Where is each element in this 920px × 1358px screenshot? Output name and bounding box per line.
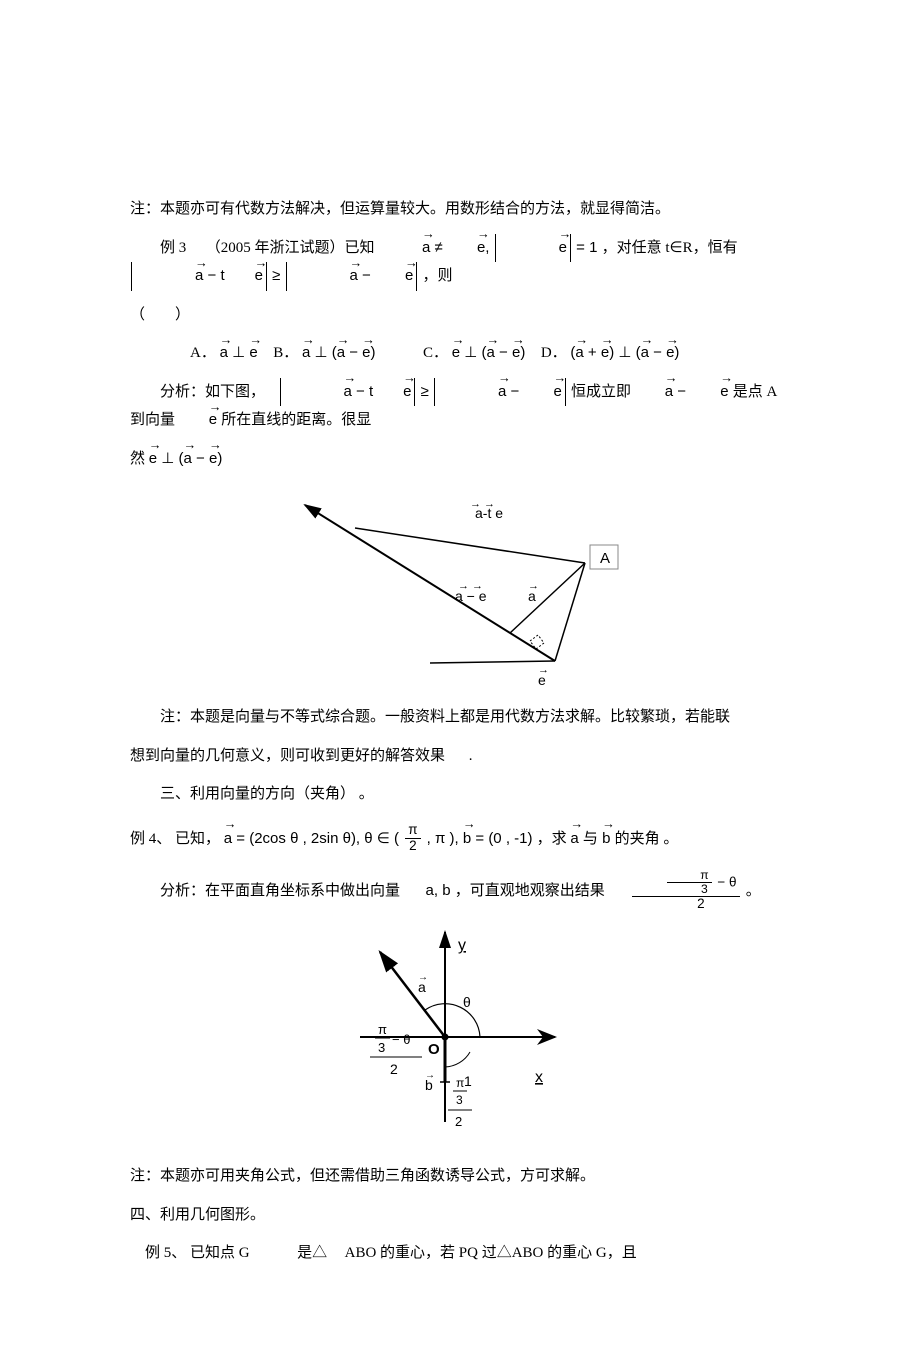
ex4-analysis: 分析：在平面直角坐标系中做出向量 a, b ，可直观地观察出结果 π3 − θ2… (130, 869, 790, 913)
d2-lbl-O: O (428, 1041, 440, 1058)
svg-text:→: → (418, 972, 428, 983)
ex4-ab: a 与 b (570, 830, 614, 847)
optB: a ⊥ (a − e) (302, 344, 376, 361)
ex4-a: a = (2cos θ , 2sin θ), (224, 830, 365, 847)
d1-lbl-A: A (600, 550, 610, 567)
section-3: 三、利用向量的方向（夹角） 。 (130, 780, 790, 809)
optA-prefix: A． (190, 345, 216, 361)
d2-lbl-theta: θ (463, 994, 471, 1010)
d2-lbl-y: y (458, 937, 466, 954)
ex5-label: 例 5、 (145, 1245, 186, 1261)
svg-text:2: 2 (390, 1061, 398, 1077)
d2-lbl-x: x (535, 1069, 543, 1086)
ex3-ana-l2-prefix: 然 (130, 451, 145, 467)
ex3-cond: a ≠ e, e = 1 (392, 239, 602, 256)
svg-text:π: π (456, 1076, 464, 1090)
diagram-1: A a-t e → → a − e → → a → e → (280, 483, 640, 693)
optC: e ⊥ (a − e) (452, 344, 526, 361)
ex3-ana-l2-math: e ⊥ (a − e) (149, 450, 223, 467)
svg-text:→: → (538, 664, 549, 676)
ex3-ana-tail2: 所在直线的距离。很显 (221, 412, 371, 428)
ex3-analysis-l2: 然 e ⊥ (a − e) (130, 445, 790, 474)
svg-text:→: → (425, 1070, 435, 1081)
example-4: 例 4、 已知， a = (2cos θ , 2sin θ), θ ∈ ( π2… (130, 819, 790, 859)
section-4: 四、利用几何图形。 (130, 1201, 790, 1230)
ex3-cond-tail: ，对任意 t∈R，恒有 (602, 240, 738, 256)
optD-prefix: D． (541, 345, 567, 361)
ex4-b: b = (0 , -1) (463, 830, 537, 847)
optB-prefix: B． (273, 345, 298, 361)
ex3-tail: ，则 (423, 268, 453, 284)
svg-text:2: 2 (455, 1114, 462, 1129)
ex4-result: π3 − θ2 (630, 881, 745, 898)
note-2-l2: 想到向量的几何意义，则可收到更好的解答效果 . (130, 742, 790, 771)
ex4-ana-period: 。 (746, 882, 761, 898)
ex4-ana-prefix: 分析：在平面直角坐标系中做出向量 (160, 882, 400, 898)
d2-lbl-one: 1 (464, 1073, 472, 1089)
ex5-body1: 已知点 G (190, 1245, 250, 1261)
svg-text:→: → (528, 580, 539, 592)
ex3-ana-m3: e (179, 411, 222, 428)
ex3-ana-m1: a − te ≥ a − e (279, 383, 572, 400)
ex4-mid1: ，求 (537, 831, 567, 847)
example-5: 例 5、 已知点 G 是△ ABO 的重心，若 PQ 过△ABO 的重心 G，且 (130, 1239, 790, 1268)
ex3-ineq: a − te ≥ a − e (130, 267, 423, 284)
note-3: 注：本题亦可用夹角公式，但还需借助三角函数诱导公式，方可求解。 (130, 1162, 790, 1191)
ex3-ana-m2: a − e (635, 383, 733, 400)
ex5-body2: 是△ (297, 1245, 327, 1261)
diagram-2: y x O a → θ b → 1 π 3 − θ 2 π 3 2 (330, 922, 590, 1152)
ex4-tail: 的夹角 (615, 831, 660, 847)
optA: a ⊥ e (220, 344, 258, 361)
ex3-ana-mid: 恒成立即 (571, 384, 631, 400)
svg-text:3: 3 (378, 1040, 385, 1055)
svg-text:− θ: − θ (392, 1032, 410, 1047)
ex4-period: 。 (663, 831, 678, 847)
ex4-known: 已知， (175, 831, 220, 847)
optD: (a + e) ⊥ (a − e) (570, 344, 679, 361)
ex3-paren: （ ） (130, 301, 790, 330)
example-3-line1: 例 3 （2005 年浙江试题）已知 a ≠ e, e = 1 ，对任意 t∈R… (130, 234, 790, 291)
optC-prefix: C． (423, 345, 448, 361)
svg-text:π: π (378, 1022, 387, 1037)
svg-text:→ →: → → (470, 498, 495, 510)
ex4-ana-ab: a, b ，可直观地观察出结果 (426, 881, 605, 898)
ex5-body3: ABO 的重心，若 PQ 过△ABO 的重心 G，且 (345, 1245, 637, 1261)
svg-text:→ →: → → (458, 580, 483, 592)
ex3-options: A． a ⊥ e B． a ⊥ (a − e) C． e ⊥ (a − e) D… (130, 339, 790, 368)
ex3-analysis-l1: 分析：如下图， a − te ≥ a − e 恒成立即 a − e 是点 A 到… (130, 378, 790, 435)
note-1: 注：本题亦可有代数方法解决，但运算量较大。用数形结合的方法，就显得简洁。 (130, 195, 790, 224)
svg-text:3: 3 (456, 1093, 463, 1107)
note-2-l2-text: 想到向量的几何意义，则可收到更好的解答效果 (130, 748, 445, 764)
note-2-l1: 注：本题是向量与不等式综合题。一般资料上都是用代数方法求解。比较繁琐，若能联 (130, 703, 790, 732)
ex4-theta-range: θ ∈ ( π2 , π ), (364, 830, 463, 847)
ex4-label: 例 4、 (130, 831, 171, 847)
